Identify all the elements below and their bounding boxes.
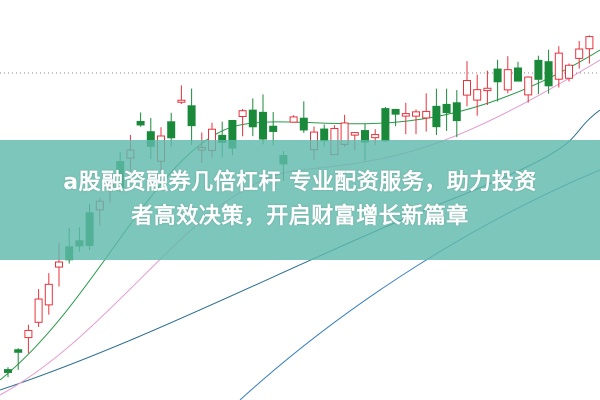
candle-body — [350, 132, 359, 136]
candle-body — [167, 121, 176, 139]
candle-body — [442, 103, 451, 114]
candle-body — [575, 48, 584, 59]
candle-body — [381, 108, 390, 142]
candle-body — [320, 128, 329, 142]
candle-body — [432, 105, 441, 128]
candle-body — [24, 329, 33, 339]
candle-body — [391, 108, 400, 115]
candle-body — [422, 110, 431, 119]
candle-body — [401, 113, 410, 117]
title-banner: a股融资融券几倍杠杆 专业配资服务，助力投资 者高效决策，开启财富增长新篇章 — [0, 140, 600, 260]
candle-body — [248, 109, 257, 128]
candle-body — [503, 69, 512, 91]
candle-body — [44, 283, 53, 306]
banner-title-line2: 者高效决策，开启财富增长新篇章 — [131, 204, 469, 229]
candle-body — [452, 102, 461, 122]
candle-body — [14, 349, 23, 353]
candle-body — [34, 298, 43, 323]
candle-body — [238, 110, 247, 118]
candle-body — [371, 134, 380, 139]
candle-body — [554, 52, 563, 80]
candle-body — [483, 87, 492, 92]
candle-body — [463, 80, 471, 96]
candle-body — [585, 36, 594, 50]
candle-body — [299, 117, 308, 131]
candle-body — [514, 67, 522, 82]
candle-body — [259, 111, 267, 140]
candle-body — [493, 68, 502, 83]
candle-body — [412, 111, 420, 117]
banner-title-line1: a股融资融券几倍杠杆 专业配资服务，助力投资 — [63, 170, 537, 195]
candle-body — [55, 261, 63, 268]
candle-body — [565, 64, 573, 79]
candle-body — [187, 105, 196, 127]
candle-body — [136, 120, 145, 126]
candle-body — [269, 125, 278, 132]
candle-body — [534, 59, 543, 80]
candle-body — [524, 76, 533, 96]
candle-body — [473, 89, 482, 101]
candle-body — [289, 116, 298, 123]
candle-body — [544, 61, 553, 87]
candle-body — [177, 99, 186, 103]
candle-body — [4, 369, 12, 373]
